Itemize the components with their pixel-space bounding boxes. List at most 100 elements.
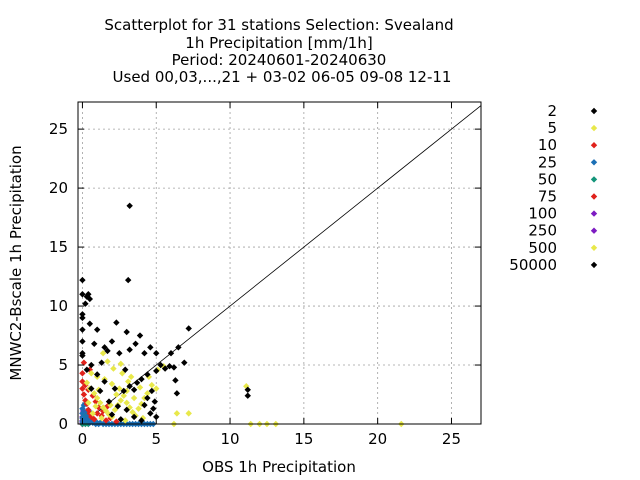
data-point [116, 385, 123, 392]
data-point [91, 390, 98, 397]
data-point [185, 410, 192, 417]
legend-label: 250 [528, 222, 557, 240]
data-point [151, 398, 158, 405]
x-axis-label: OBS 1h Precipitation [202, 458, 356, 476]
data-point [104, 347, 111, 355]
data-point [79, 291, 86, 298]
title-line-4: Used 00,03,...,21 + 03-02 06-05 09-08 12… [113, 68, 452, 86]
data-point [161, 365, 169, 372]
data-point [148, 381, 156, 389]
data-point [153, 385, 160, 392]
title-line-3: Period: 20240601-20240630 [172, 51, 387, 69]
legend-label: 50000 [509, 256, 557, 274]
data-point [88, 385, 95, 392]
data-point [123, 328, 130, 336]
y-tick-label: 25 [49, 120, 68, 138]
legend-marker [590, 193, 598, 200]
one-to-one-line [82, 105, 482, 425]
data-point [147, 344, 154, 351]
x-tick-label: 20 [368, 430, 387, 448]
data-point [138, 375, 145, 383]
data-point [122, 366, 129, 373]
legend-marker [590, 227, 598, 234]
data-point [89, 410, 96, 417]
data-point [108, 411, 116, 418]
legend-marker [590, 107, 598, 115]
data-point [96, 387, 104, 395]
data-point [79, 378, 86, 385]
diagonal-layer [82, 105, 482, 425]
data-point [166, 363, 173, 370]
x-tick-label: 25 [442, 430, 461, 448]
series-5 [83, 350, 405, 428]
data-point [144, 394, 151, 402]
data-point [122, 417, 129, 424]
x-tick-label: 0 [78, 430, 88, 448]
y-tick-label: 20 [49, 179, 68, 197]
data-point [108, 380, 116, 388]
data-point [117, 360, 125, 368]
legend-marker [590, 244, 598, 251]
data-point [79, 410, 86, 417]
data-point [126, 202, 133, 209]
x-tick-label: 10 [221, 430, 240, 448]
title-line-2: 1h Precipitation [mm/1h] [185, 34, 372, 52]
data-point [88, 370, 95, 377]
legend-marker [590, 142, 598, 149]
data-point [104, 358, 111, 365]
data-point [117, 397, 125, 404]
data-point [120, 387, 127, 395]
legend-label: 2 [547, 102, 557, 120]
legend-label: 50 [538, 170, 557, 188]
data-point [114, 403, 122, 410]
data-point [93, 410, 101, 417]
data-point [79, 311, 86, 318]
data-point [83, 379, 91, 386]
y-tick-label: 15 [49, 238, 68, 256]
data-point [157, 361, 164, 369]
data-point [91, 416, 98, 423]
data-point [116, 350, 123, 357]
data-point [79, 338, 86, 345]
data-point [147, 410, 154, 417]
data-point [79, 352, 86, 359]
data-point [102, 407, 110, 415]
data-point [83, 366, 91, 373]
data-point [113, 391, 120, 398]
legend-label: 100 [528, 205, 557, 223]
data-point [153, 350, 160, 357]
data-point [153, 367, 160, 375]
data-point [93, 394, 101, 402]
data-point [79, 385, 86, 392]
chart-title: Scatterplot for 31 stations Selection: S… [104, 16, 453, 86]
data-point [141, 350, 148, 357]
data-point [85, 399, 92, 406]
points-layer [79, 202, 405, 428]
data-point [244, 392, 251, 399]
data-point [124, 378, 132, 385]
data-point [136, 384, 144, 391]
data-point [82, 397, 89, 404]
data-point [79, 326, 86, 333]
data-point [126, 346, 133, 353]
data-point [108, 338, 116, 345]
legend-marker [590, 176, 598, 183]
data-point [102, 417, 110, 424]
data-point [123, 406, 130, 414]
plot-frame [77, 101, 482, 425]
data-point [80, 391, 88, 398]
x-tick-label: 5 [151, 430, 161, 448]
data-point [82, 300, 89, 307]
grid-layer [78, 102, 481, 425]
data-point [93, 371, 101, 378]
data-point [101, 344, 108, 351]
legend-label: 5 [547, 119, 557, 137]
data-point [170, 364, 178, 371]
data-point [111, 406, 119, 414]
data-point [99, 404, 107, 411]
data-point [88, 361, 95, 369]
data-point [175, 344, 182, 351]
data-point [126, 383, 133, 390]
data-point [173, 390, 181, 397]
